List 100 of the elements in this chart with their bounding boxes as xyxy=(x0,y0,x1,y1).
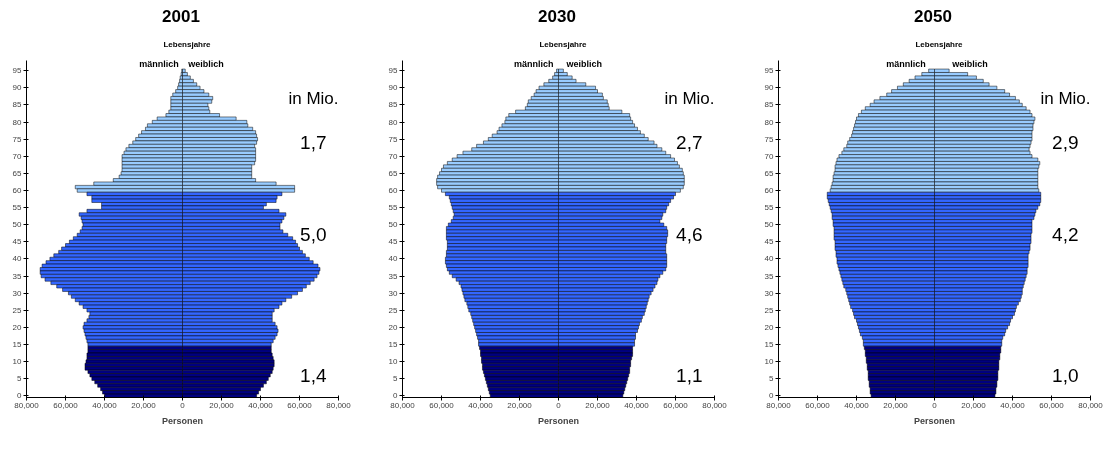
annotation: 1,1 xyxy=(676,364,703,386)
y-tick-label: 50 xyxy=(764,220,775,230)
y-tick-label: 5 xyxy=(769,374,775,384)
chart-title: 2050 xyxy=(914,6,952,28)
y-tick-label: 85 xyxy=(764,100,775,110)
y-tick-label: 90 xyxy=(764,83,775,93)
annotation: in Mio. xyxy=(1040,88,1091,108)
x-tick-label: 40,000 xyxy=(468,400,494,410)
y-tick-label: 40 xyxy=(764,254,775,264)
chart-title: 2030 xyxy=(538,6,576,28)
x-tick-label: 40,000 xyxy=(92,400,118,410)
y-tick-label: 65 xyxy=(388,168,399,178)
y-tick-label: 70 xyxy=(764,151,775,161)
y-tick-label: 0 xyxy=(17,391,23,401)
y-tick-label: 65 xyxy=(764,168,775,178)
y-tick-label: 30 xyxy=(388,288,399,298)
y-tick-label: 95 xyxy=(12,66,23,76)
series-label: weiblich xyxy=(565,59,602,70)
x-tick-label: 80,000 xyxy=(326,400,352,410)
y-tick-label: 20 xyxy=(764,322,775,332)
annotation: in Mio. xyxy=(288,88,339,108)
y-tick-label: 40 xyxy=(12,254,23,264)
x-tick-label: 20,000 xyxy=(507,400,533,410)
y-tick-label: 85 xyxy=(12,100,23,110)
x-axis-title: Personen xyxy=(161,415,204,426)
y-tick-label: 5 xyxy=(17,374,23,384)
y-tick-label: 90 xyxy=(12,83,23,93)
x-tick-label: 80,000 xyxy=(702,400,728,410)
x-tick-label: 20,000 xyxy=(961,400,987,410)
x-tick-label: 60,000 xyxy=(287,400,313,410)
x-axis-title: Personen xyxy=(537,415,580,426)
y-tick-label: 5 xyxy=(393,374,399,384)
x-tick-label: 20,000 xyxy=(209,400,235,410)
chart-title: 2001 xyxy=(162,6,200,28)
annotation: 4,2 xyxy=(1052,224,1079,246)
y-tick-label: 75 xyxy=(12,134,23,144)
annotation: 1,4 xyxy=(300,364,327,386)
x-tick-label: 80,000 xyxy=(390,400,416,410)
x-tick-label: 60,000 xyxy=(663,400,689,410)
x-tick-label: 20,000 xyxy=(585,400,611,410)
x-tick-label: 20,000 xyxy=(883,400,909,410)
y-tick-label: 40 xyxy=(388,254,399,264)
x-tick-label: 60,000 xyxy=(429,400,455,410)
y-tick-label: 25 xyxy=(12,305,23,315)
y-tick-label: 95 xyxy=(388,66,399,76)
annotation: in Mio. xyxy=(664,88,715,108)
y-tick-label: 75 xyxy=(764,134,775,144)
x-tick-label: 40,000 xyxy=(1000,400,1026,410)
annotation: 2,9 xyxy=(1052,132,1079,154)
x-tick-label: 80,000 xyxy=(1078,400,1104,410)
y-tick-label: 45 xyxy=(388,237,399,247)
y-tick-label: 35 xyxy=(12,271,23,281)
x-tick-label: 80,000 xyxy=(766,400,792,410)
annotation: 2,7 xyxy=(676,132,703,154)
y-tick-label: 10 xyxy=(12,357,23,367)
x-tick-label: 0 xyxy=(180,400,186,410)
series-label: weiblich xyxy=(187,59,224,70)
y-tick-label: 80 xyxy=(764,117,775,127)
x-tick-label: 20,000 xyxy=(131,400,157,410)
y-tick-label: 10 xyxy=(764,357,775,367)
y-tick-label: 95 xyxy=(764,66,775,76)
y-tick-label: 60 xyxy=(388,186,399,196)
y-tick-label: 10 xyxy=(388,357,399,367)
y-tick-label: 30 xyxy=(764,288,775,298)
y-tick-label: 50 xyxy=(388,220,399,230)
y-tick-label: 60 xyxy=(764,186,775,196)
y-tick-label: 80 xyxy=(388,117,399,127)
x-axis-title: Personen xyxy=(913,415,956,426)
y-tick-label: 55 xyxy=(12,203,23,213)
y-tick-label: 55 xyxy=(388,203,399,213)
y-tick-label: 70 xyxy=(12,151,23,161)
y-tick-label: 90 xyxy=(388,83,399,93)
y-axis-title: Lebensjahre xyxy=(163,39,211,51)
y-tick-label: 30 xyxy=(12,288,23,298)
series-label: männlich xyxy=(514,59,554,70)
x-tick-label: 0 xyxy=(556,400,562,410)
y-tick-label: 20 xyxy=(388,322,399,332)
x-tick-label: 60,000 xyxy=(1039,400,1065,410)
y-tick-label: 85 xyxy=(388,100,399,110)
annotation: 4,6 xyxy=(676,224,703,246)
x-tick-label: 80,000 xyxy=(14,400,40,410)
series-label: weiblich xyxy=(951,59,988,70)
y-tick-label: 70 xyxy=(388,151,399,161)
annotation: 5,0 xyxy=(300,224,327,246)
y-tick-label: 15 xyxy=(388,339,399,349)
y-tick-label: 45 xyxy=(12,237,23,247)
annotation: 1,0 xyxy=(1052,364,1079,386)
y-tick-label: 80 xyxy=(12,117,23,127)
series-label: männlich xyxy=(139,59,179,70)
y-tick-label: 0 xyxy=(393,391,399,401)
y-axis-title: Lebensjahre xyxy=(915,39,963,51)
y-axis-title: Lebensjahre xyxy=(539,39,587,51)
x-tick-label: 40,000 xyxy=(248,400,274,410)
x-tick-label: 60,000 xyxy=(805,400,831,410)
y-tick-label: 20 xyxy=(12,322,23,332)
annotation: 1,7 xyxy=(300,132,327,154)
y-tick-label: 35 xyxy=(764,271,775,281)
y-tick-label: 25 xyxy=(764,305,775,315)
y-tick-label: 25 xyxy=(388,305,399,315)
y-tick-label: 55 xyxy=(764,203,775,213)
